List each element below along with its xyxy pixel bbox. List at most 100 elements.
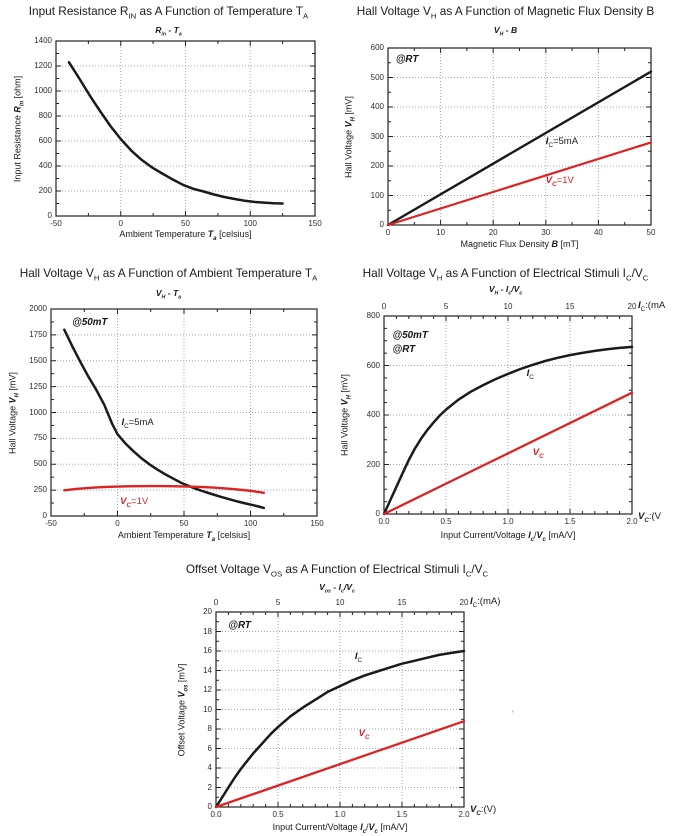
vh-b-y-tick-label: 100 [370, 190, 384, 200]
rin-ta-x-axis-label: Ambient Temperature Ta [celsius] [119, 229, 252, 242]
vh-icvc-annotation-line: @RT [392, 344, 416, 356]
chart-vh-b: Hall Voltage VH as A Function of Magneti… [337, 0, 674, 260]
vh-icvc-x-tick-label: 0.0 [378, 517, 390, 526]
vh-ta-x-tick-label: -50 [45, 519, 57, 528]
vh-ta-y-tick-label: 1000 [29, 407, 47, 417]
vh-icvc-annotation-line: @50mT [392, 329, 428, 341]
vh-b-y-tick-label: 600 [370, 43, 384, 52]
vh-icvc-top-right-axis-unit: IC:(mA [638, 300, 666, 313]
vh-icvc-series-label-IC: IC [526, 368, 534, 382]
vos-icvc-title: Offset Voltage VOS as A Function of Elec… [185, 562, 489, 579]
vh-ta-y-tick-label: 1750 [29, 329, 47, 339]
vos-icvc-series-label-VC: VC [358, 728, 370, 741]
chart-vh-ta: Hall Voltage VH as A Function of Ambient… [0, 260, 337, 550]
vos-icvc-top-tick-label: 15 [397, 598, 407, 607]
vos-icvc-x-tick-label: 1.0 [334, 810, 346, 819]
vh-ta-x-tick-label: 50 [179, 519, 189, 528]
chart-vh-icvc: Hall Voltage VH as A Function of Electri… [337, 260, 674, 550]
vh-icvc-series-VC [382, 391, 634, 516]
vh-b-y-tick-label: 300 [370, 131, 384, 141]
vos-icvc-x-tick-label: 2.0 [458, 810, 470, 819]
vos-icvc-series-label-IC: IC [354, 650, 363, 664]
rin-ta-x-tick-label: -50 [50, 219, 62, 228]
vh-ta-series-IC [63, 328, 266, 510]
rin-ta-y-tick-label: 0 [47, 211, 52, 220]
vos-icvc-x-axis-label: Input Current/Voltage Ic/Vc [mA/V] [272, 822, 408, 835]
vos-icvc-y-tick-label: 2 [207, 782, 212, 792]
vos-icvc-top-right-axis-unit: IC:(mA) [470, 596, 501, 609]
vh-icvc-subtitle: VH - Ic/Vc [488, 284, 523, 297]
vh-b-annotation: @RT [396, 53, 418, 67]
rin-ta-y-tick-label: 1000 [34, 86, 52, 95]
rin-ta-y-tick-label: 400 [38, 161, 52, 170]
vos-icvc-series-IC [214, 649, 466, 809]
vh-ta-y-tick-label: 250 [33, 485, 47, 495]
rin-ta-y-tick-label: 800 [38, 111, 52, 120]
vos-icvc-y-tick-label: 16 [203, 646, 212, 655]
vh-ta-y-tick-label: 1250 [29, 381, 47, 391]
vh-icvc-top-tick-label: 10 [503, 302, 513, 311]
vh-ta-x-axis-label: Ambient Temperature Ta [celsius] [117, 530, 251, 543]
vos-icvc-y-tick-label: 12 [203, 685, 212, 694]
chart-rin-ta: Input Resistance RIN as A Function of Te… [0, 0, 337, 260]
vh-ta-y-tick-label: 0 [42, 511, 47, 520]
vh-ta-y-tick-label: 500 [33, 459, 47, 469]
vos-icvc-top-tick-label: 0 [213, 598, 219, 607]
vos-icvc-y-tick-label: 6 [207, 743, 212, 753]
vos-icvc-x-tick-label: 0.5 [272, 810, 284, 819]
vh-icvc-series-label-VC: VC [532, 446, 544, 460]
vh-b-x-tick-label: 10 [436, 228, 446, 237]
vh-ta-annotation: @50mT [72, 316, 107, 330]
vh-icvc-x-tick-label: 0.5 [440, 517, 452, 526]
vh-b-y-axis-label: Hall Voltage VH [mV] [343, 95, 357, 178]
vos-icvc-top-tick-label: 10 [335, 598, 345, 607]
vh-icvc-y-axis-label: Hall Voltage VH [mV] [339, 374, 353, 456]
vos-icvc-y-tick-label: 4 [207, 763, 212, 772]
vh-icvc-annotation: @50mT @RT [393, 329, 428, 357]
vh-ta-y-axis-label: Hall Voltage VH [mV] [7, 371, 21, 454]
rin-ta-subtitle: Rin - Ta [155, 25, 182, 38]
vh-ta-series-VC [63, 484, 265, 494]
rin-ta-y-tick-label: 1200 [34, 61, 52, 70]
vh-ta-series-label-VC: VC=1V [120, 495, 149, 509]
vos-icvc-annotation-line: @RT [228, 619, 251, 631]
rin-ta-y-tick-label: 1400 [34, 36, 52, 45]
vh-b-series-IC [386, 70, 653, 227]
rin-ta-x-tick-label: 150 [308, 219, 322, 228]
vos-icvc-annotation: @RT [228, 619, 250, 633]
vh-ta-y-tick-label: 750 [33, 433, 47, 443]
vos-icvc-y-tick-label: 0 [207, 802, 212, 811]
vh-icvc-x-axis-label: Input Current/Voltage Ic/Vc [mA/V] [440, 530, 576, 543]
vh-ta-x-tick-label: 100 [243, 519, 258, 528]
vh-b-series-label-IC: IC=5mA [545, 135, 579, 149]
vh-icvc-x-tick-label: 1.0 [502, 517, 514, 526]
vh-icvc-y-tick-label: 600 [366, 360, 380, 370]
vh-icvc-top-tick-label: 5 [443, 302, 449, 311]
vh-ta-subtitle: VH - Ta [155, 288, 182, 301]
vos-icvc-subtitle: Vos - Ic/Vc [319, 582, 355, 595]
vh-b-x-tick-label: 20 [488, 228, 498, 237]
vh-icvc-series-IC [382, 345, 634, 516]
vh-icvc-x-tick-label: 2.0 [626, 517, 638, 526]
vh-icvc-top-tick-label: 20 [627, 302, 637, 311]
vh-b-x-axis-label: Magnetic Flux Density B [mT] [460, 239, 579, 249]
rin-ta-x-tick-label: 50 [181, 219, 190, 228]
rin-ta-y-tick-label: 600 [38, 136, 52, 145]
vh-b-plot-canvas [386, 47, 653, 227]
vh-b-series-label-VC: VC=1V [545, 175, 574, 188]
vos-icvc-top-tick-label: 5 [275, 598, 281, 607]
vh-icvc-top-tick-label: 15 [565, 302, 575, 311]
vh-b-y-tick-label: 200 [370, 161, 384, 170]
vh-icvc-y-tick-label: 400 [366, 410, 380, 419]
rin-ta-plot-canvas [55, 40, 316, 217]
vos-icvc-x-tick-label: 1.5 [396, 810, 408, 819]
vh-ta-title: Hall Voltage VH as A Function of Ambient… [19, 266, 318, 283]
vh-b-subtitle: VH - B [493, 25, 518, 38]
vh-icvc-y-tick-label: 0 [375, 509, 380, 518]
vh-b-x-tick-label: 0 [385, 228, 391, 237]
vh-b-x-tick-label: 30 [541, 228, 551, 237]
vos-icvc-top-tick-label: 20 [459, 598, 469, 607]
vh-b-y-tick-label: 500 [370, 72, 384, 82]
vh-b-y-tick-label: 400 [370, 102, 384, 111]
